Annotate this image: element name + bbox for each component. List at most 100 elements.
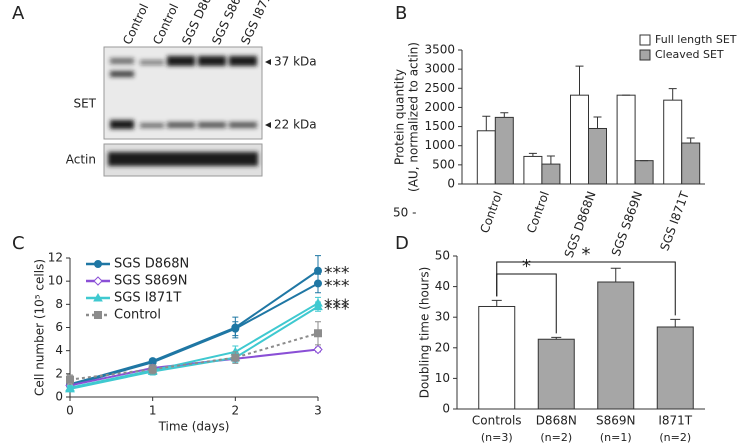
error-bar — [528, 152, 537, 157]
size-marker: 50 - — [393, 206, 416, 220]
y-tick-label: 6 — [55, 320, 63, 334]
bar — [570, 94, 589, 185]
error-bar — [500, 112, 509, 118]
error-bar — [551, 336, 562, 340]
y-tick-label: 0 — [447, 177, 455, 191]
y-axis-label: (AU, normalized to actin) — [407, 42, 421, 192]
error-bar — [491, 299, 502, 307]
legend-label: SGS S869N — [114, 274, 188, 289]
lane-label: Control — [120, 2, 151, 47]
panel-label: C — [12, 233, 25, 254]
error-bar — [593, 116, 602, 129]
error-bar — [670, 318, 681, 327]
point — [313, 301, 323, 311]
significance-label: *** — [324, 264, 350, 284]
y-tick-label: 10 — [435, 371, 450, 385]
line — [69, 305, 319, 390]
point — [314, 279, 323, 288]
point — [65, 383, 75, 393]
panel-label: B — [395, 3, 407, 24]
y-axis-label: Cell number (10⁵ cells) — [33, 259, 47, 396]
point — [231, 353, 240, 362]
y-tick-label: 30 — [435, 310, 450, 324]
blot-image — [103, 46, 263, 177]
error-bar — [575, 65, 584, 96]
x-tick-label: 1 — [149, 404, 157, 418]
bar — [588, 127, 607, 185]
marker-arrow — [265, 59, 271, 65]
y-tick-label: 1000 — [424, 138, 455, 152]
significance-label: *** — [324, 276, 350, 296]
y-tick-label: 10 — [48, 274, 63, 288]
legend-label: Full length SET — [655, 33, 737, 46]
significance-label: * — [582, 244, 591, 265]
bar — [616, 94, 636, 185]
legend-label: Control — [114, 308, 161, 323]
y-tick-label: 500 — [432, 157, 455, 171]
bar — [476, 130, 496, 185]
significance-label: *** — [324, 300, 350, 320]
error-bar — [610, 267, 621, 283]
significance-label: *** — [324, 296, 350, 316]
n-label: (n=1) — [600, 431, 632, 444]
bar — [541, 163, 561, 185]
error-bar — [482, 115, 491, 131]
x-tick-label: 2 — [232, 404, 240, 418]
legend-label: SGS D868N — [114, 257, 189, 272]
bar — [494, 116, 514, 185]
y-tick-label: 8 — [55, 297, 63, 311]
legend-marker — [93, 276, 103, 286]
size-marker: 22 kDa — [274, 118, 317, 132]
point — [314, 329, 322, 338]
y-axis-label: Protein quantity — [393, 69, 407, 165]
error-bar — [668, 88, 677, 101]
y-tick-label: 0 — [442, 402, 450, 416]
bar — [663, 99, 683, 185]
point — [148, 365, 157, 374]
y-axis-label: Doubling time (hours) — [418, 267, 432, 399]
error-bar — [686, 137, 695, 144]
line — [69, 282, 319, 387]
legend-swatch — [639, 49, 651, 61]
size-marker: 37 kDa — [274, 55, 317, 69]
bar — [634, 160, 654, 185]
legend-marker — [94, 311, 102, 319]
point — [314, 266, 323, 275]
bar — [523, 155, 543, 185]
x-axis-label: Time (days) — [158, 420, 230, 434]
point — [313, 344, 323, 355]
x-tick-label: D868N — [536, 414, 577, 428]
legend-label: SGS I871T — [114, 291, 181, 306]
x-tick-label: S869N — [596, 414, 636, 428]
row-label: Actin — [66, 153, 96, 167]
bar — [656, 326, 694, 410]
y-tick-label: 1500 — [424, 119, 455, 133]
x-tick-label: 3 — [314, 404, 322, 418]
marker-arrow — [265, 122, 271, 128]
n-label: (n=2) — [540, 431, 572, 444]
y-tick-label: 0 — [55, 390, 63, 404]
y-tick-label: 12 — [48, 251, 63, 265]
panel-label: D — [395, 233, 409, 254]
legend-label: Cleaved SET — [655, 48, 724, 61]
x-tick-label: SGS I871T — [657, 189, 692, 253]
line — [69, 332, 319, 381]
y-tick-label: 2000 — [424, 100, 455, 114]
x-tick-label: Controls — [472, 414, 522, 428]
y-tick-label: 50 — [435, 249, 450, 263]
y-tick-label: 20 — [435, 340, 450, 354]
lane-label: SGS I871T — [238, 0, 277, 47]
row-label: SET — [73, 97, 96, 111]
line — [69, 348, 319, 387]
point — [66, 375, 74, 384]
significance-label: * — [522, 256, 531, 277]
x-tick-label: 0 — [66, 404, 74, 418]
x-tick-label: I871T — [658, 414, 692, 428]
bar — [478, 305, 516, 410]
x-tick-label: SGS S869N — [609, 189, 645, 258]
x-tick-label: SGS D868N — [562, 189, 599, 259]
n-label: (n=2) — [659, 431, 691, 444]
y-tick-label: 2500 — [424, 81, 455, 95]
line — [69, 302, 319, 389]
